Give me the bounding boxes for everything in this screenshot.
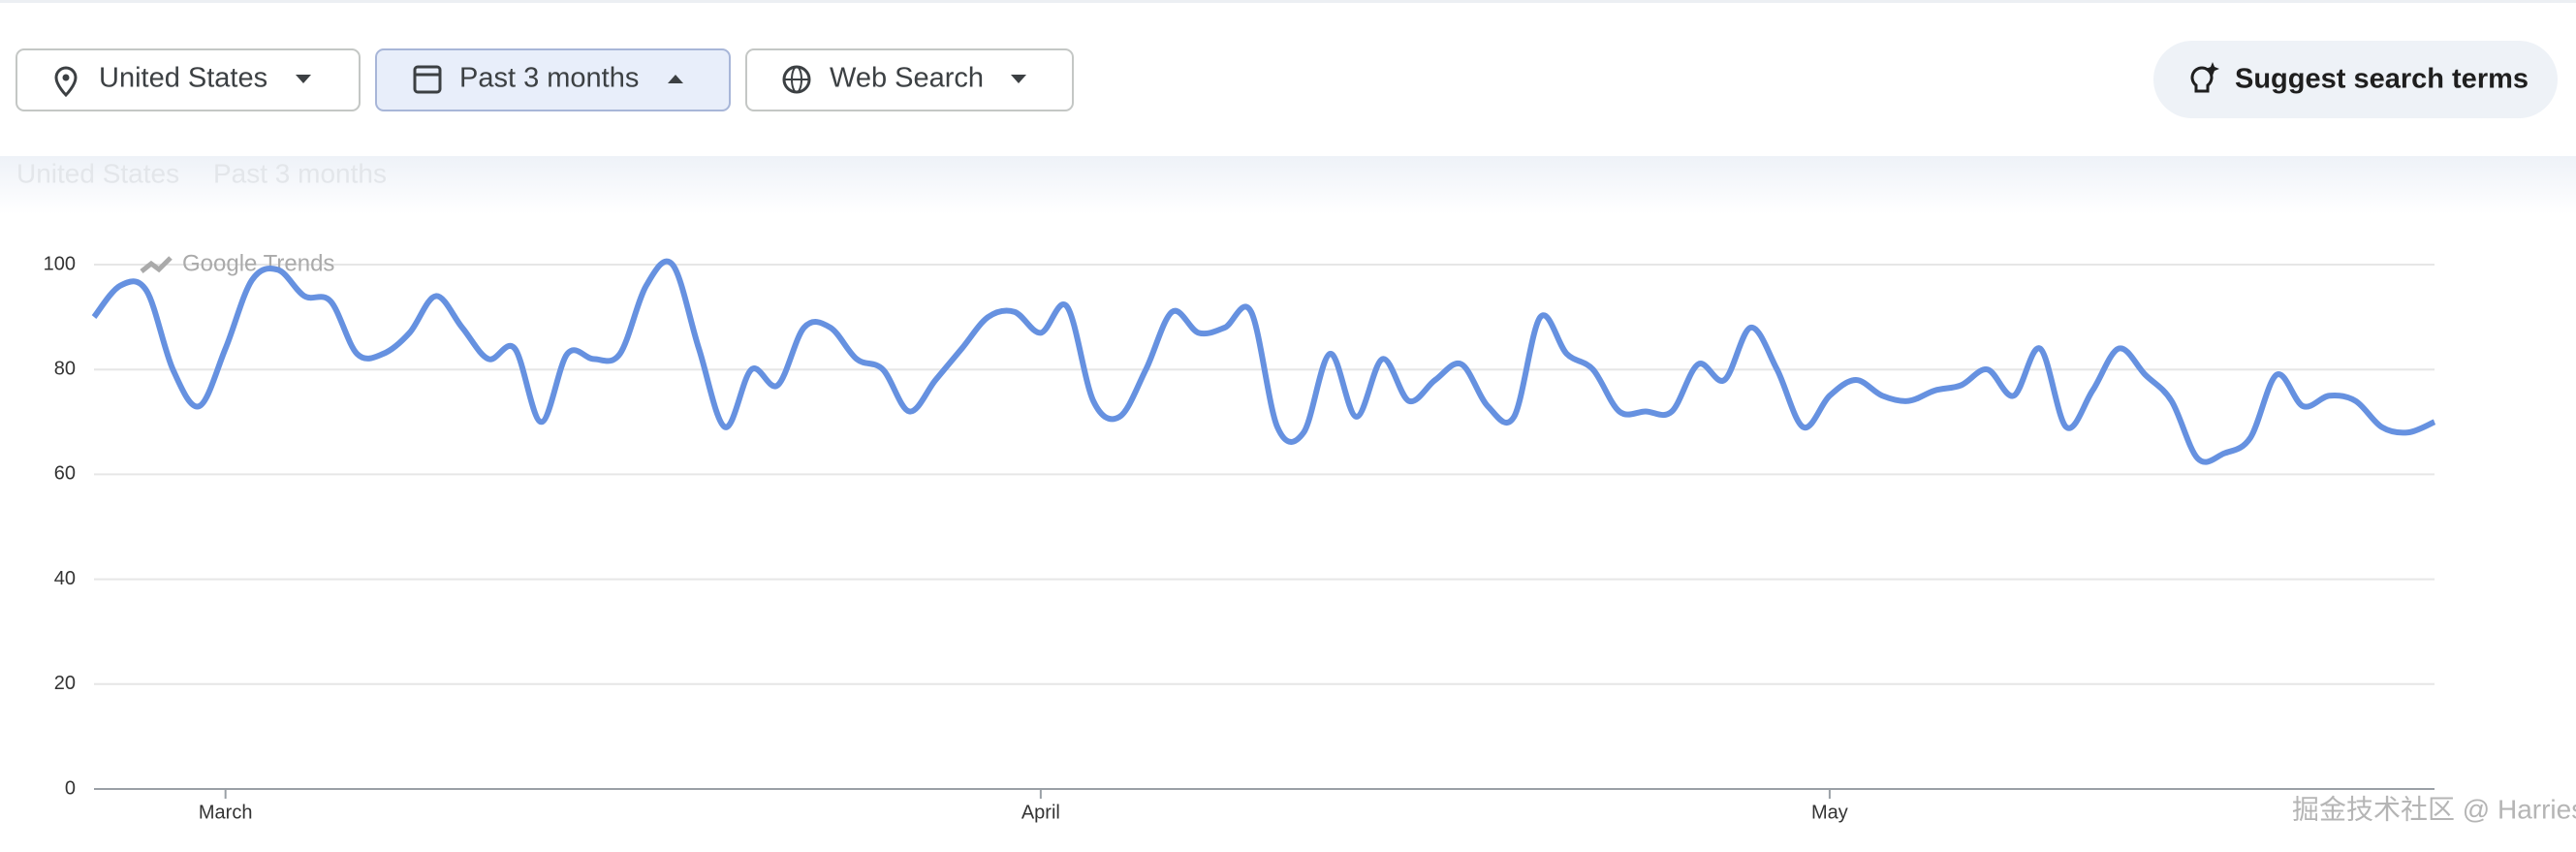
location-button[interactable]: United States: [16, 48, 361, 111]
location-label: United States: [99, 63, 267, 94]
calendar-icon: [413, 65, 442, 94]
x-tick-label: May: [1811, 802, 1848, 823]
property-label: Web Search: [830, 63, 984, 94]
bulb-icon: [2190, 66, 2214, 93]
y-tick-label: 0: [65, 777, 76, 799]
dropdown-arrow: [668, 75, 683, 83]
pin-dot: [62, 74, 70, 81]
y-tick-label: 100: [44, 253, 76, 274]
y-tick-label: 40: [54, 568, 76, 589]
period-button[interactable]: Past 3 months: [375, 48, 731, 111]
button-frame: [2153, 41, 2558, 118]
faded-period: Past 3 months: [213, 158, 387, 188]
suggest-button[interactable]: Suggest search terms: [2153, 41, 2558, 118]
button-frame: [16, 48, 361, 111]
trends-logo: [140, 256, 173, 273]
y-tick-label: 20: [54, 673, 76, 694]
top-border: [0, 0, 2576, 3]
y-tick-label: 80: [54, 358, 76, 379]
y-tick-label: 60: [54, 463, 76, 485]
pin-icon: [54, 66, 78, 98]
button-frame: [375, 48, 731, 111]
dropdown-arrow: [1011, 75, 1026, 83]
period-label: Past 3 months: [459, 63, 639, 94]
button-frame: [745, 48, 1074, 111]
x-tick-label: April: [1021, 802, 1060, 823]
property-button[interactable]: Web Search: [745, 48, 1074, 111]
suggest-label: Suggest search terms: [2235, 64, 2529, 95]
sparkle-icon: [2206, 62, 2219, 76]
x-tick-label: March: [199, 802, 253, 823]
footer-watermark: 掘金技术社区 @ Harries: [2292, 794, 2576, 824]
dropdown-arrow: [296, 75, 311, 83]
header-fade: [0, 156, 2576, 214]
trend-line: [91, 258, 2436, 465]
faded-location: United States: [16, 158, 179, 188]
